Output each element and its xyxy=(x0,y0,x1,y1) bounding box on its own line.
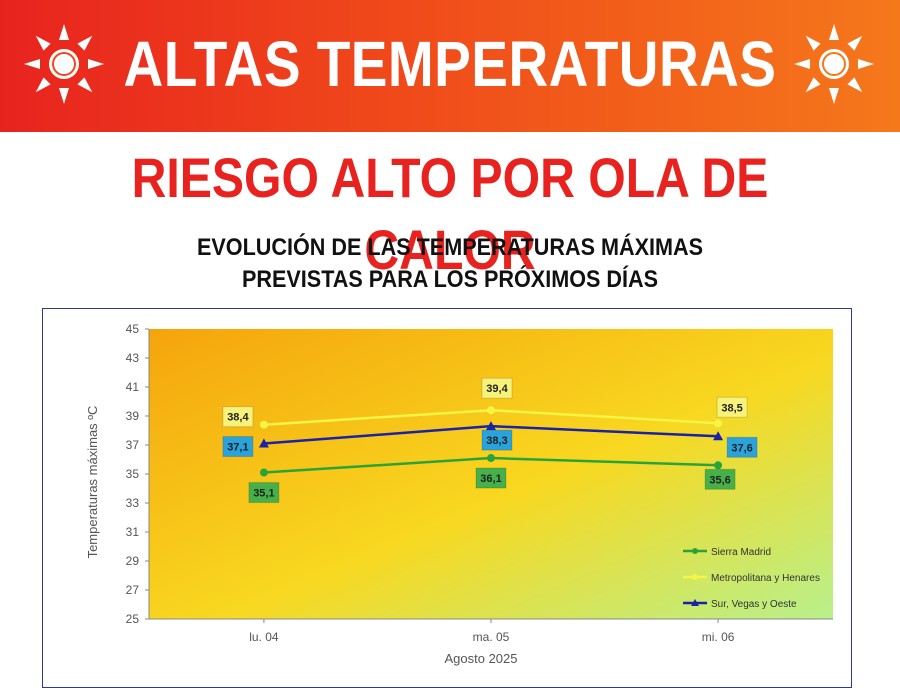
data-label-box xyxy=(222,406,254,428)
data-label: 38,4 xyxy=(227,412,249,424)
y-tick-label: 35 xyxy=(126,467,140,481)
subtitle-line-2: PREVISTAS PARA LOS PRÓXIMOS DÍAS xyxy=(241,266,659,293)
sun-icon xyxy=(794,24,874,104)
x-tick-label: mi. 06 xyxy=(702,630,735,644)
series-point xyxy=(259,420,268,429)
legend-label: Sierra Madrid xyxy=(711,547,771,558)
data-label-box xyxy=(222,436,254,458)
sun-icon xyxy=(24,24,104,104)
data-label-box xyxy=(475,467,507,489)
y-tick-label: 39 xyxy=(126,409,140,423)
y-tick-label: 37 xyxy=(126,438,140,452)
chart-frame: 25 27 29 31 33 35 37 39 41 43 45 lu. 04 ma. 05 mi. 06… xyxy=(42,308,852,688)
legend-marker xyxy=(691,599,699,606)
data-label-box xyxy=(716,396,748,418)
data-label-box xyxy=(481,377,513,399)
y-tick-label: 29 xyxy=(126,554,140,568)
temperature-line-chart: 25 27 29 31 33 35 37 39 41 43 45 lu. 04 ma. 05 mi. 06… xyxy=(85,322,833,666)
y-tick-label: 43 xyxy=(126,351,140,365)
data-label: 38,3 xyxy=(486,435,507,447)
x-tick-label: ma. 05 xyxy=(473,630,510,644)
data-label: 37,6 xyxy=(731,442,752,454)
series-point xyxy=(258,438,269,448)
risk-title: RIESGO ALTO POR OLA DE CALOR xyxy=(131,146,769,281)
legend-marker xyxy=(692,574,698,580)
y-tick-label: 25 xyxy=(126,612,140,626)
y-tick-label: 27 xyxy=(126,583,140,597)
data-label: 37,1 xyxy=(227,442,248,454)
data-label: 39,4 xyxy=(486,383,508,395)
x-axis-label: Agosto 2025 xyxy=(444,651,517,666)
data-label-box xyxy=(248,482,280,504)
series-point xyxy=(713,431,724,441)
series-point xyxy=(714,419,723,428)
series-point xyxy=(487,406,495,415)
y-tick-label: 41 xyxy=(126,380,140,394)
header-title: ALTAS TEMPERATURAS xyxy=(123,28,777,100)
legend-marker xyxy=(692,548,698,554)
header-banner: ALTAS TEMPERATURAS xyxy=(0,0,900,132)
data-label: 35,1 xyxy=(253,488,274,500)
y-axis-label: Temperaturas máximas ºC xyxy=(85,406,100,559)
series-point xyxy=(487,454,495,463)
data-label: 36,1 xyxy=(480,473,501,485)
y-tick-label: 45 xyxy=(126,322,140,336)
data-label-box xyxy=(481,429,513,451)
data-label-box xyxy=(704,468,736,490)
data-label-box xyxy=(726,436,758,458)
chart-subtitle: EVOLUCIÓN DE LAS TEMPERATURAS MÁXIMAS PR… xyxy=(45,232,855,296)
legend-label: Sur, Vegas y Oeste xyxy=(711,599,797,610)
series-point xyxy=(259,468,268,477)
legend-label: Metropolitana y Henares xyxy=(711,573,820,584)
data-label: 35,6 xyxy=(709,474,730,486)
x-tick-label: lu. 04 xyxy=(249,630,279,644)
y-tick-label: 31 xyxy=(126,525,140,539)
series-point xyxy=(714,461,723,470)
y-tick-label: 33 xyxy=(126,496,140,510)
series-point xyxy=(486,421,496,431)
data-label: 38,5 xyxy=(721,402,742,414)
subtitle-line-1: EVOLUCIÓN DE LAS TEMPERATURAS MÁXIMAS xyxy=(196,234,704,261)
